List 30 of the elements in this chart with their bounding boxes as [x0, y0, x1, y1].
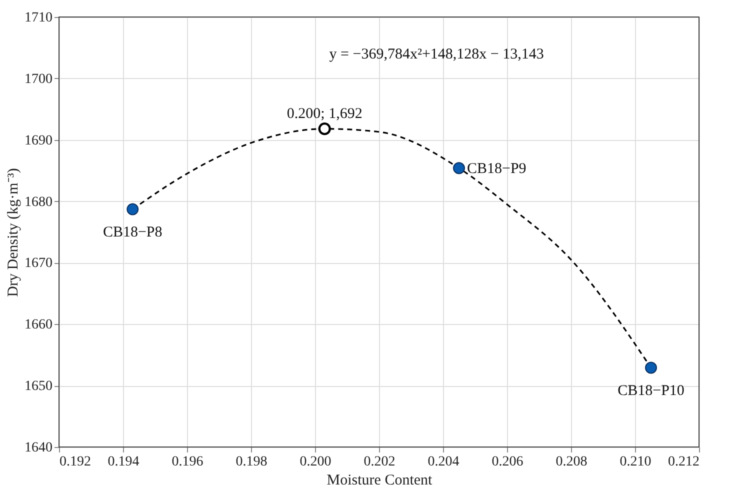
x-tick-label: 0.208: [556, 454, 588, 470]
x-tick-label: 0.212: [668, 454, 700, 470]
point: [126, 203, 139, 216]
x-tick-label: 0.204: [428, 454, 460, 470]
x-tick-label: 0.200: [300, 454, 332, 470]
x-tick-label: 0.198: [236, 454, 268, 470]
x-axis-title: Moisture Content: [326, 472, 434, 488]
annotation: CB18−P10: [618, 382, 684, 399]
y-tick-label: 1690: [24, 133, 52, 148]
annotation: CB18−P8: [102, 224, 162, 240]
point: [645, 362, 657, 374]
x-tick-label: 0.202: [364, 454, 396, 470]
y-axis-title: Dry Density (kg·m⁻³): [6, 168, 22, 297]
annotation: 0.200; 1,692: [286, 106, 362, 122]
point: [453, 162, 465, 174]
x-tick-label: 0.206: [492, 454, 524, 470]
annotation: CB18−P9: [467, 161, 526, 178]
y-tick-label: 1640: [24, 440, 52, 456]
y-tick-label: 1670: [24, 256, 52, 272]
y-tick-label: 1700: [24, 72, 52, 87]
x-tick-label: 0.210: [620, 454, 652, 470]
x-tick-label: 0.194: [108, 454, 140, 470]
y-tick-label: 1710: [24, 10, 52, 26]
annotation: y = −369,784x²+148,128x − 13,143: [329, 46, 544, 63]
y-tick-label: 1660: [24, 318, 52, 333]
y-tick-label: 1680: [24, 194, 52, 210]
x-tick-label: 0.192: [60, 454, 91, 470]
point: [318, 122, 331, 136]
x-tick-label: 0.196: [172, 454, 204, 470]
y-tick-label: 1650: [24, 379, 52, 394]
